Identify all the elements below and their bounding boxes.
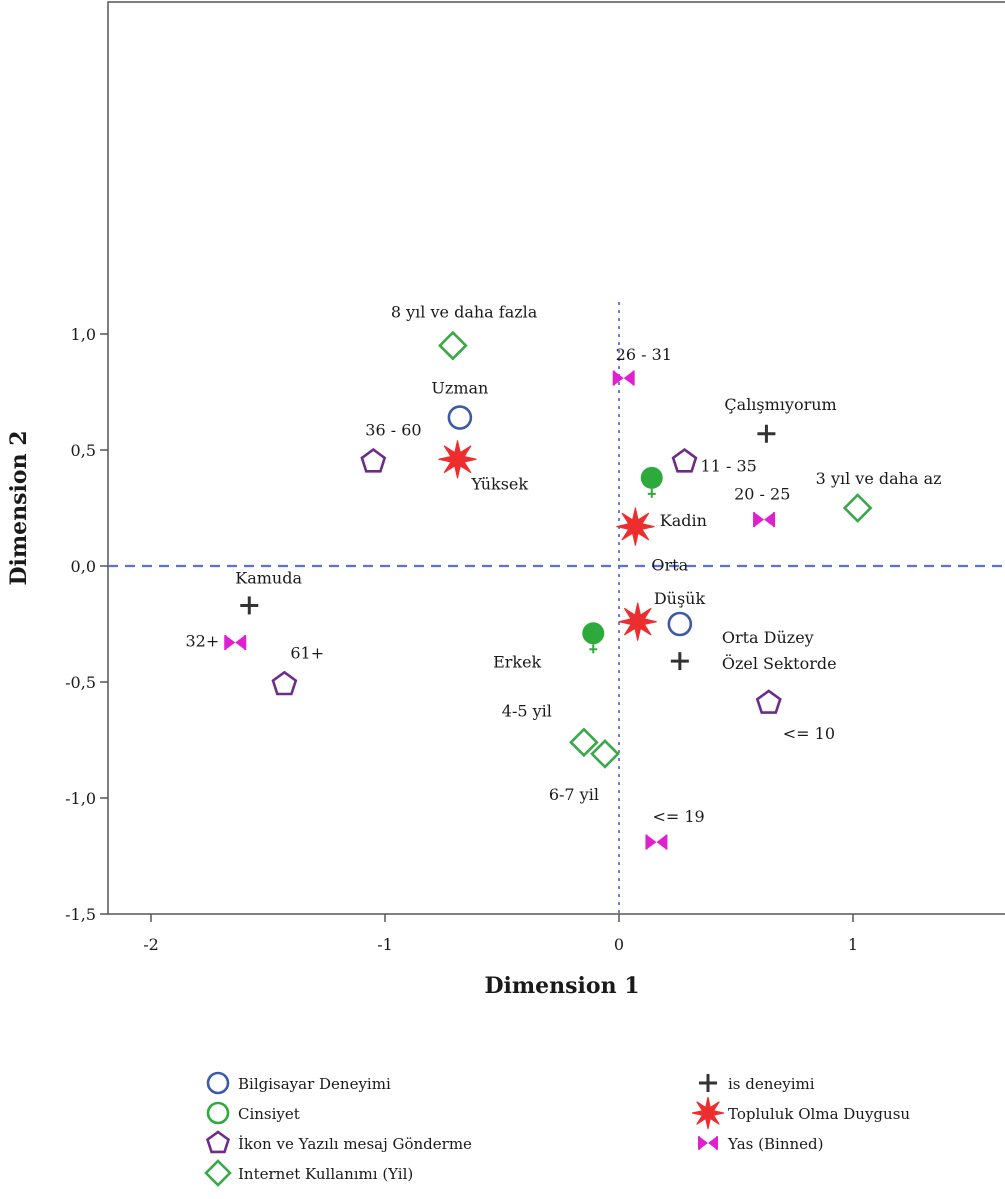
point-marker bbox=[360, 447, 387, 473]
point-marker bbox=[616, 507, 655, 546]
legend-marker bbox=[698, 1136, 718, 1150]
point-marker bbox=[612, 370, 635, 386]
point-marker bbox=[447, 405, 473, 430]
legend-label: Internet Kullanımı (Yil) bbox=[238, 1165, 413, 1183]
y-tick-label: 0,0 bbox=[71, 557, 96, 576]
legend-item: Cinsiyet bbox=[206, 1101, 300, 1125]
legend-item: Yas (Binned) bbox=[698, 1135, 823, 1153]
point-label: Orta bbox=[651, 556, 688, 575]
legend-label: Cinsiyet bbox=[238, 1105, 300, 1123]
legend-item: is deneyimi bbox=[699, 1074, 815, 1093]
point-marker bbox=[271, 670, 298, 696]
legend-item: Internet Kullanımı (Yil) bbox=[204, 1159, 413, 1187]
legend: Bilgisayar Deneyimi Cinsiyet İkon ve Yazıl… bbox=[204, 1071, 910, 1187]
x-axis-title: Dimension 1 bbox=[484, 973, 639, 999]
point-marker bbox=[618, 602, 657, 641]
point-label: 4-5 yil bbox=[502, 701, 552, 720]
point-marker bbox=[640, 466, 663, 498]
point-label: 26 - 31 bbox=[616, 345, 672, 364]
y-tick-label: 1,0 bbox=[71, 325, 96, 344]
point-label: Düşük bbox=[654, 589, 706, 608]
point-label: 32+ bbox=[185, 632, 219, 651]
point-label: 20 - 25 bbox=[734, 485, 790, 504]
point-label: Uzman bbox=[431, 379, 488, 398]
point-labels: Uzman Düşük Kadin Erkek 36 - 60 11 - 35 61+ <= … bbox=[185, 303, 941, 826]
point-label: Erkek bbox=[493, 652, 541, 671]
point-label: 3 yıl ve daha az bbox=[816, 469, 942, 488]
point-marker bbox=[438, 330, 468, 361]
y-axis: 1,0 0,5 0,0 -0,5 -1,0 -1,5 bbox=[65, 325, 108, 924]
legend-label: Bilgisayar Deneyimi bbox=[238, 1075, 391, 1093]
legend-marker bbox=[204, 1159, 232, 1187]
point-marker bbox=[670, 652, 689, 671]
point-label: <= 19 bbox=[652, 807, 704, 826]
legend-marker bbox=[206, 1071, 230, 1095]
point-marker bbox=[842, 493, 873, 523]
legend-item: Bilgisayar Deneyimi bbox=[206, 1071, 391, 1095]
point-label: 11 - 35 bbox=[701, 457, 757, 476]
point-marker bbox=[755, 689, 782, 714]
point-marker bbox=[757, 424, 776, 443]
y-tick-label: -1,0 bbox=[65, 789, 96, 808]
legend-marker bbox=[206, 1101, 230, 1125]
point-label: Kadin bbox=[660, 511, 707, 530]
legend-label: Topluluk Olma Duygusu bbox=[728, 1105, 910, 1123]
point-marker bbox=[582, 622, 605, 654]
point-marker bbox=[753, 512, 776, 528]
point-label: Çalışmıyorum bbox=[724, 395, 836, 414]
point-marker bbox=[645, 834, 668, 850]
legend-marker bbox=[699, 1074, 717, 1092]
x-tick-label: 1 bbox=[848, 935, 858, 954]
legend-label: is deneyimi bbox=[728, 1075, 815, 1093]
legend-label: İkon ve Yazılı mesaj Gönderme bbox=[238, 1135, 472, 1153]
y-tick-label: -1,5 bbox=[65, 905, 96, 924]
y-tick-label: 0,5 bbox=[71, 441, 96, 460]
point-marker bbox=[671, 447, 698, 473]
point-marker bbox=[240, 596, 259, 615]
x-tick-label: 0 bbox=[614, 935, 624, 954]
point-marker bbox=[590, 739, 620, 769]
y-tick-label: -0,5 bbox=[65, 673, 96, 692]
point-marker bbox=[224, 635, 247, 651]
point-marker bbox=[438, 440, 477, 479]
x-axis: -2 -1 0 1 bbox=[143, 914, 858, 954]
point-label: 8 yıl ve daha fazla bbox=[391, 303, 538, 322]
point-label: 61+ bbox=[290, 643, 324, 662]
x-tick-label: -1 bbox=[377, 935, 393, 954]
legend-marker bbox=[205, 1130, 231, 1154]
point-label: <= 10 bbox=[783, 724, 835, 743]
y-axis-title: Dimension 2 bbox=[6, 430, 32, 585]
x-tick-label: -2 bbox=[143, 935, 159, 954]
legend-item: Topluluk Olma Duygusu bbox=[691, 1096, 910, 1130]
point-marker bbox=[569, 727, 599, 758]
point-label: 36 - 60 bbox=[365, 421, 421, 440]
point-label: Orta Düzey Özel Sektorde bbox=[722, 628, 837, 673]
point-label: 6-7 yil bbox=[549, 785, 599, 804]
point-label: Kamuda bbox=[235, 568, 302, 587]
point-label: Yüksek bbox=[471, 474, 529, 493]
legend-item: İkon ve Yazılı mesaj Gönderme bbox=[205, 1130, 472, 1154]
plot-area bbox=[107, 1, 1005, 915]
legend-marker bbox=[691, 1096, 725, 1130]
legend-label: Yas (Binned) bbox=[727, 1135, 823, 1153]
data-points bbox=[224, 330, 873, 850]
point-marker bbox=[667, 611, 693, 637]
